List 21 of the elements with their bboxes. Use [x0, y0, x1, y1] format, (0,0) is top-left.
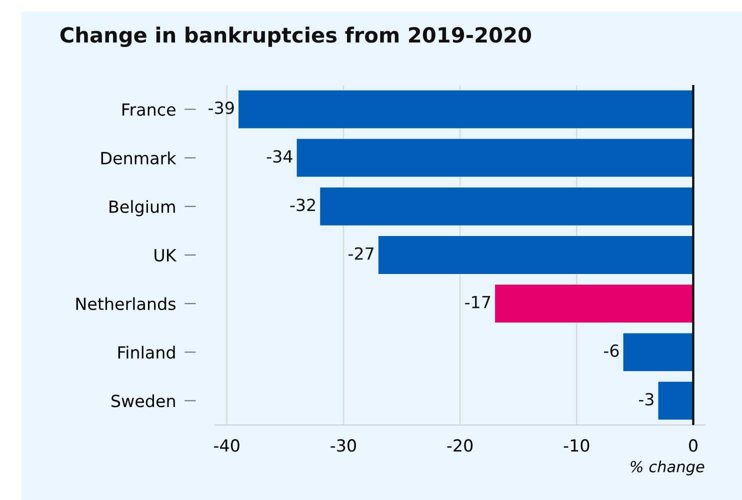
- data-label: -39: [208, 102, 234, 114]
- y-tick-label: France: [122, 103, 176, 116]
- y-tick-label: Netherlands: [76, 297, 176, 310]
- data-label: -17: [465, 296, 490, 308]
- x-tick-label: -20: [447, 439, 473, 452]
- x-tick-label: 0: [689, 439, 698, 452]
- x-tick-label: -40: [214, 439, 240, 452]
- y-tick-label: Finland: [118, 346, 175, 359]
- x-tick-label: -30: [330, 439, 356, 452]
- y-tick-label: Denmark: [101, 152, 176, 164]
- y-tick-label: UK: [154, 249, 177, 262]
- x-axis-title: % change: [630, 460, 704, 476]
- data-label: -34: [266, 150, 292, 163]
- data-label: -3: [638, 392, 654, 406]
- data-label: -32: [290, 198, 315, 212]
- y-tick-label: Belgium: [110, 200, 175, 216]
- data-label: -27: [348, 247, 374, 260]
- x-tick-label: -10: [564, 439, 590, 452]
- chart-title: Change in bankruptcies from 2019-2020: [60, 26, 532, 47]
- data-label: -6: [604, 344, 619, 357]
- y-tick-label: Sweden: [112, 394, 175, 408]
